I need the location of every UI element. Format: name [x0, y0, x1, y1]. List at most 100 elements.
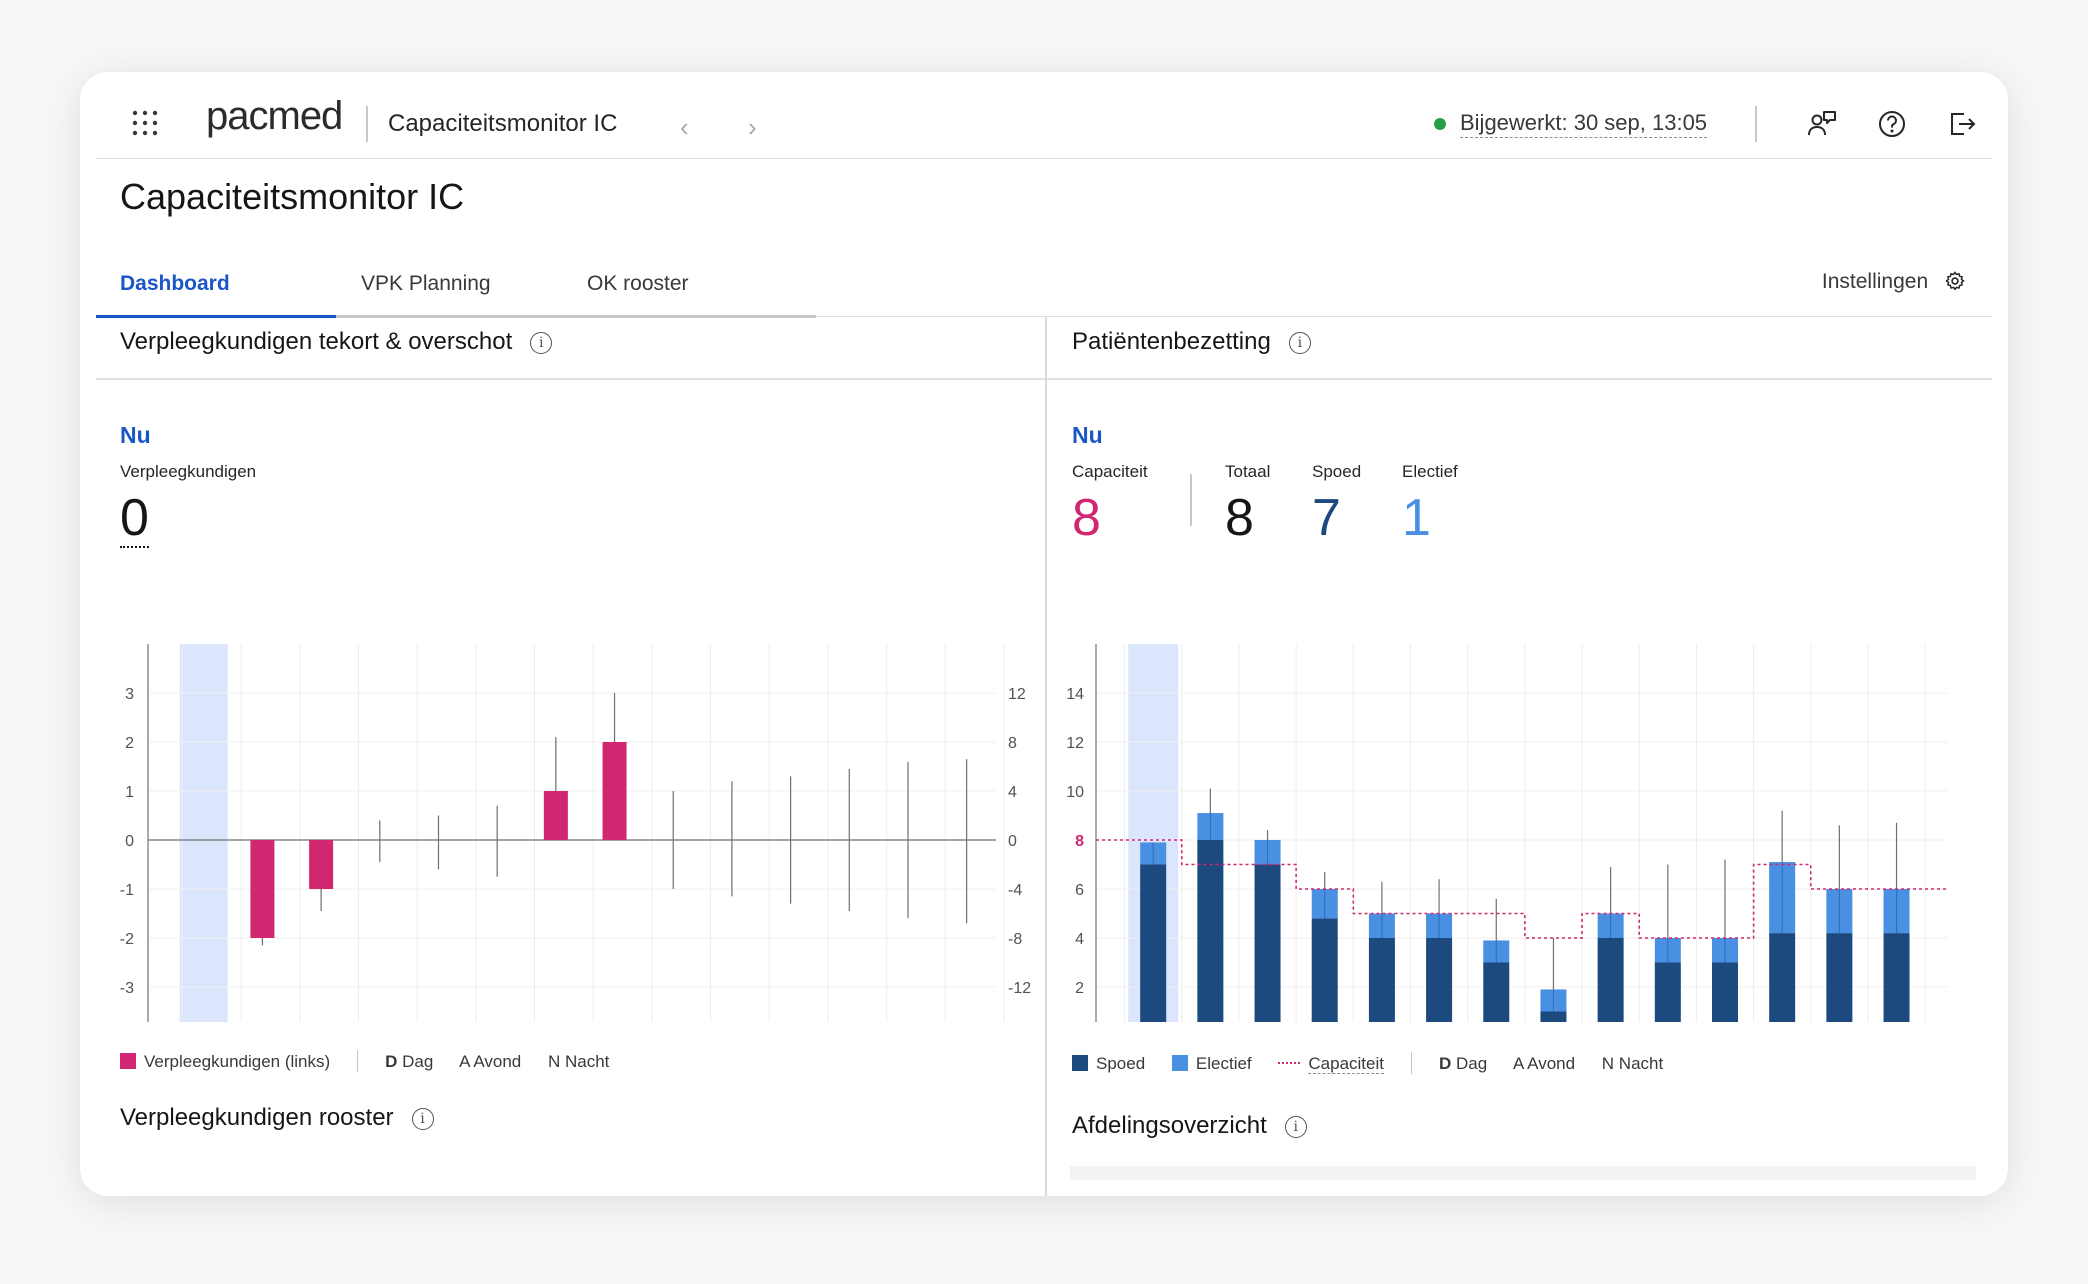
- legend-item-avond: A Avond: [459, 1052, 522, 1071]
- logout-icon[interactable]: [1946, 108, 1978, 140]
- legend-item-verpleegkundigen: Verpleegkundigen (links): [120, 1052, 330, 1071]
- y-tick-label: 4: [1075, 931, 1084, 948]
- y-tick-label: 1: [125, 784, 134, 801]
- legend-swatch: [1072, 1055, 1088, 1071]
- info-icon[interactable]: i: [530, 331, 553, 354]
- app-card: pacmed Capaciteitsmonitor IC ‹ › Bijgewe…: [80, 72, 2008, 1196]
- y-tick-label: -2: [120, 931, 134, 948]
- gear-icon: [1945, 271, 1965, 291]
- tab-vpk-planning[interactable]: VPK Planning: [361, 272, 491, 295]
- kpi-value-capaciteit: 8: [1072, 489, 1101, 547]
- afdeling-section-title: Afdelingsoverzicht: [1072, 1112, 1267, 1139]
- y-tick-label: 10: [1066, 784, 1084, 801]
- legend-label: Dag: [402, 1052, 434, 1071]
- grid-icon[interactable]: [132, 110, 158, 136]
- left-panel-title: Verpleegkundigen tekort & overschot: [120, 328, 513, 355]
- spoed-bar: [1883, 933, 1910, 1022]
- left-panel-header: Verpleegkundigen tekort & overschot i: [120, 328, 553, 356]
- shortage-bar: [543, 791, 568, 840]
- y-tick-label: 14: [1066, 686, 1084, 703]
- help-icon[interactable]: [1876, 108, 1908, 140]
- legend-swatch: [1171, 1055, 1188, 1071]
- tabs-baseline: [96, 314, 816, 318]
- legend-label: Avond: [473, 1052, 522, 1071]
- legend-label: Avond: [1527, 1054, 1576, 1073]
- kpi-label-capaciteit: Capaciteit: [1072, 462, 1148, 481]
- header-divider-right: [1755, 106, 1757, 142]
- legend-label: Nacht: [564, 1052, 610, 1071]
- kpi-label-electief: Electief: [1402, 462, 1458, 481]
- right-panel-divider: [1047, 378, 1992, 380]
- panel-divider: [1045, 316, 1047, 1196]
- y2-tick-label: 0: [1008, 833, 1017, 850]
- app-title: Capaciteitsmonitor IC: [388, 110, 618, 137]
- user-feedback-icon[interactable]: [1806, 108, 1838, 140]
- info-icon[interactable]: i: [1288, 331, 1311, 354]
- spoed-bar: [1597, 938, 1624, 1022]
- pacmed-logo: pacmed: [206, 94, 343, 138]
- spoed-bar: [1368, 938, 1395, 1022]
- legend-item-dag: D Dag: [385, 1052, 434, 1071]
- afdeling-table-placeholder: [1070, 1166, 1976, 1180]
- spoed-bar: [1311, 918, 1338, 1022]
- current-shift-highlight: [179, 644, 228, 1022]
- right-now-label: Nu: [1072, 422, 1103, 448]
- kpi-label-totaal: Totaal: [1225, 462, 1271, 481]
- y2-tick-label: 4: [1008, 784, 1017, 801]
- left-now-label: Nu: [120, 422, 151, 448]
- left-legend: Verpleegkundigen (links) D Dag A Avond N…: [120, 1050, 631, 1072]
- legend-label: Spoed: [1096, 1054, 1146, 1073]
- shortage-chart: 3210-1-2-312840-4-8-12AvrNDzaANDzoANDmaA…: [120, 644, 1031, 1022]
- y2-tick-label: -4: [1008, 882, 1022, 899]
- left-kpi-label: Verpleegkundigen: [120, 462, 257, 481]
- rooster-section-header: Verpleegkundigen rooster i: [120, 1104, 434, 1132]
- tab-ok-rooster[interactable]: OK rooster: [587, 272, 689, 295]
- legend-item-avond: A Avond: [1512, 1054, 1576, 1073]
- header-divider: [366, 106, 368, 142]
- legend-item-nacht: N Nacht: [547, 1052, 610, 1071]
- legend-item-nacht: N Nacht: [1601, 1054, 1664, 1073]
- y-tick-label: 2: [1075, 980, 1084, 997]
- spoed-bar: [1769, 933, 1796, 1022]
- info-icon[interactable]: i: [1284, 1115, 1307, 1138]
- info-icon[interactable]: i: [411, 1107, 434, 1130]
- spoed-bar: [1197, 840, 1224, 1022]
- legend-item-electief: Electief: [1171, 1054, 1252, 1073]
- legend-label: Capaciteit: [1308, 1054, 1384, 1074]
- spoed-bar: [1426, 938, 1453, 1022]
- y-tick-label: 12: [1066, 735, 1084, 752]
- shortage-bar: [250, 840, 275, 938]
- left-panel-divider: [96, 378, 1045, 380]
- settings-label: Instellingen: [1821, 270, 1929, 293]
- legend-item-capaciteit[interactable]: Capaciteit: [1278, 1054, 1384, 1074]
- chevron-right-icon[interactable]: ›: [748, 112, 757, 142]
- y2-tick-label: 12: [1008, 686, 1026, 703]
- shortage-bar: [309, 840, 334, 889]
- kpi-value-electief: 1: [1402, 489, 1431, 547]
- kpi-divider: [1190, 474, 1192, 526]
- spoed-bar: [1654, 962, 1681, 1022]
- tab-dashboard[interactable]: Dashboard: [120, 272, 230, 295]
- spoed-bar: [1140, 864, 1167, 1022]
- occupancy-chart: 02468101214AvrNDzaANDzoANDmaANDdiAN: [1066, 644, 1948, 1022]
- right-panel-header: Patiëntenbezetting i: [1072, 328, 1311, 356]
- legend-separator: [356, 1050, 359, 1072]
- y2-tick-label: 8: [1008, 735, 1017, 752]
- right-legend: Spoed Electief Capaciteit D Dag A Avond …: [1072, 1052, 1685, 1074]
- y-tick-label: -3: [120, 980, 134, 997]
- legend-swatch: [1278, 1062, 1301, 1064]
- spoed-bar: [1826, 933, 1853, 1022]
- last-updated[interactable]: Bijgewerkt: 30 sep, 13:05: [1460, 110, 1708, 138]
- afdeling-section-header: Afdelingsoverzicht i: [1072, 1112, 1307, 1140]
- left-kpi-value[interactable]: 0: [120, 489, 149, 548]
- rooster-section-title: Verpleegkundigen rooster: [120, 1104, 394, 1131]
- legend-swatch: [120, 1053, 136, 1069]
- settings-button[interactable]: Instellingen: [1822, 270, 1966, 294]
- legend-label: Dag: [1455, 1054, 1488, 1073]
- chevron-left-icon[interactable]: ‹: [680, 112, 689, 142]
- legend-label: Electief: [1195, 1054, 1252, 1073]
- legend-label: Verpleegkundigen (links): [144, 1052, 331, 1071]
- legend-item-spoed: Spoed: [1072, 1054, 1145, 1073]
- capacity-line: [1096, 839, 1948, 939]
- legend-label: Nacht: [1618, 1054, 1664, 1073]
